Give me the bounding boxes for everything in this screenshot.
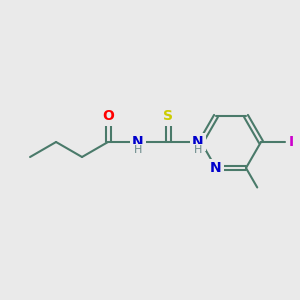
Text: O: O — [102, 110, 114, 124]
Text: I: I — [288, 135, 294, 149]
Text: N: N — [210, 161, 222, 175]
Text: H: H — [194, 145, 202, 155]
Text: N: N — [192, 135, 204, 149]
Text: H: H — [134, 145, 142, 155]
Text: N: N — [132, 135, 144, 149]
Text: S: S — [163, 110, 173, 124]
